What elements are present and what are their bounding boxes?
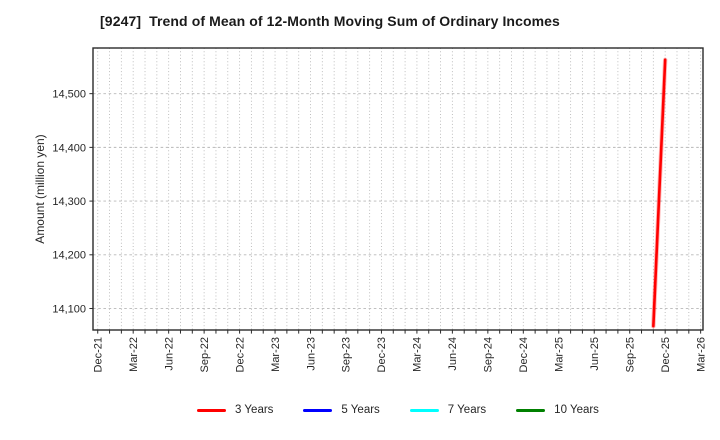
x-tick-label: Mar-26: [695, 337, 707, 372]
x-tick-label: Sep-22: [199, 337, 211, 372]
plot-border: [92, 47, 704, 331]
legend-line-swatch: [303, 408, 333, 412]
x-tick-label: Mar-23: [270, 337, 282, 372]
x-tick-label: Mar-25: [554, 337, 566, 372]
legend-line-swatch: [516, 408, 546, 412]
x-tick-label: Mar-24: [412, 337, 424, 372]
legend-label: 5 Years: [341, 404, 380, 416]
y-tick-label: 14,400: [52, 142, 86, 154]
x-tick-label: Dec-23: [376, 337, 388, 372]
legend-line-swatch: [197, 408, 227, 412]
x-tick-label: Jun-22: [163, 337, 175, 371]
y-tick-label: 14,100: [52, 303, 86, 315]
x-tick-label: Sep-25: [624, 337, 636, 372]
x-tick-label: Mar-22: [128, 337, 140, 372]
x-tick-label: Dec-22: [234, 337, 246, 372]
x-tick-label: Jun-23: [305, 337, 317, 371]
x-tick-label: Sep-23: [341, 337, 353, 372]
legend: 3 Years 5 Years 7 Years 10 Years: [38, 404, 720, 416]
legend-item-3-years: 3 Years: [197, 404, 273, 416]
legend-item-10-years: 10 Years: [516, 404, 599, 416]
y-tick-label: 14,200: [52, 250, 86, 262]
legend-line-swatch: [409, 408, 439, 412]
x-tick-label: Dec-25: [660, 337, 672, 372]
y-tick-label: 14,500: [52, 89, 86, 101]
y-tick-label: 14,300: [52, 196, 86, 208]
series-line-3-years: [652, 58, 667, 328]
x-tick-label: Dec-24: [518, 337, 530, 372]
x-tick-label: Jun-25: [589, 337, 601, 371]
x-tick-label: Jun-24: [447, 337, 459, 371]
legend-label: 10 Years: [554, 404, 599, 416]
legend-item-5-years: 5 Years: [303, 404, 380, 416]
x-tick-label: Sep-24: [483, 337, 495, 372]
legend-label: 7 Years: [447, 404, 487, 416]
legend-item-7-years: 7 Years: [409, 404, 487, 416]
legend-label: 3 Years: [235, 404, 274, 416]
x-tick-label: Dec-21: [92, 337, 104, 372]
chart-title: [9247] Trend of Mean of 12-Month Moving …: [100, 13, 560, 29]
